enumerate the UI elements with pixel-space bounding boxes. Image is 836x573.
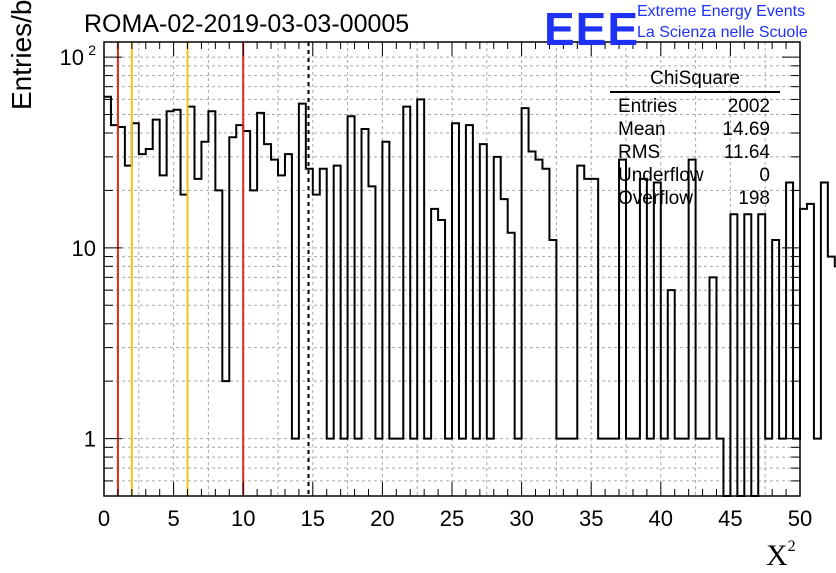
x-tick-label: 0 bbox=[98, 506, 110, 531]
x-tick-label: 15 bbox=[301, 506, 325, 531]
logo-line-1: Extreme Energy Events bbox=[637, 3, 806, 20]
stat-value: 0 bbox=[759, 165, 770, 186]
stat-value: 2002 bbox=[727, 96, 770, 117]
y-axis-label: Entries/bin bbox=[6, 0, 37, 110]
stat-label: Overflow bbox=[618, 188, 693, 209]
stat-value: 14.69 bbox=[722, 119, 770, 140]
stat-value: 11.64 bbox=[723, 142, 770, 163]
x-axis-label-text: X bbox=[766, 539, 788, 572]
x-tick-label: 10 bbox=[231, 506, 255, 531]
run-title: ROMA-02-2019-03-03-00005 bbox=[84, 10, 410, 38]
x-axis-label-sup: 2 bbox=[787, 538, 796, 555]
y-tick-label: 10 bbox=[72, 236, 96, 261]
x-tick-label: 25 bbox=[440, 506, 464, 531]
y-tick-label: 1 bbox=[84, 427, 96, 452]
stats-box: ChiSquare Entries 2002 Mean 14.69 RMS 11… bbox=[610, 68, 780, 210]
x-tick-label: 30 bbox=[509, 506, 533, 531]
y-tick-label: 10 bbox=[60, 45, 84, 70]
x-tick-label: 35 bbox=[579, 506, 603, 531]
stat-row-rms: RMS 11.64 bbox=[610, 141, 780, 164]
x-tick-label: 50 bbox=[788, 506, 812, 531]
x-tick-label: 5 bbox=[167, 506, 179, 531]
logo-line-2: La Scienza nelle Scuole bbox=[637, 24, 808, 41]
eee-logo: EEE bbox=[544, 3, 640, 55]
x-tick-label: 40 bbox=[649, 506, 673, 531]
stat-row-overflow: Overflow 198 bbox=[610, 187, 780, 210]
x-tick-label: 45 bbox=[718, 506, 742, 531]
x-axis-label: X2 bbox=[766, 538, 796, 573]
stat-label: Entries bbox=[618, 96, 678, 117]
stat-label: RMS bbox=[618, 142, 661, 163]
stat-row-entries: Entries 2002 bbox=[610, 95, 780, 118]
stats-title: ChiSquare bbox=[610, 68, 780, 93]
stat-row-underflow: Underflow 0 bbox=[610, 164, 780, 187]
stat-value: 198 bbox=[738, 188, 770, 209]
stat-label: Underflow bbox=[618, 165, 704, 186]
stat-label: Mean bbox=[618, 119, 666, 140]
x-tick-label: 20 bbox=[370, 506, 394, 531]
stat-row-mean: Mean 14.69 bbox=[610, 118, 780, 141]
histogram-series bbox=[104, 95, 836, 497]
y-tick-label-exponent: 2 bbox=[88, 42, 96, 58]
